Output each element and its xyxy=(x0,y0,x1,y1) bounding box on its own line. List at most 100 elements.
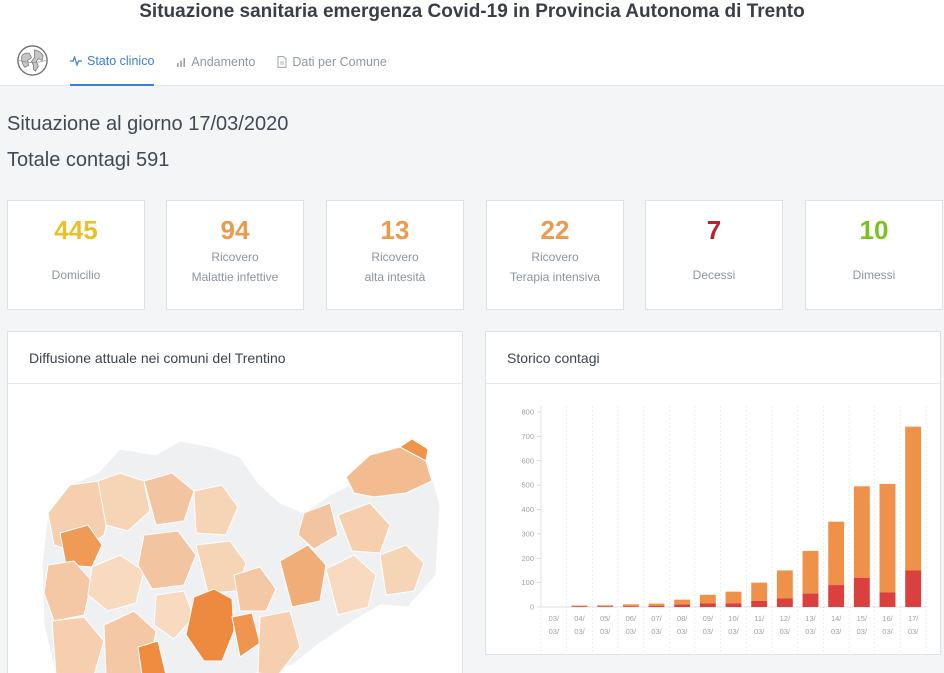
card-sublabel: Malattie infettive xyxy=(191,270,279,284)
bar-lower-segment xyxy=(776,598,793,607)
bar-upper-segment xyxy=(699,594,716,604)
x-tick-label-month: 03/ xyxy=(805,627,816,636)
bar-upper-segment xyxy=(776,570,793,599)
x-tick-label-month: 03/ xyxy=(574,627,585,636)
card-value: 94 xyxy=(220,215,250,245)
total-infections: Totale contagi 591 xyxy=(7,149,170,171)
y-tick-label: 300 xyxy=(521,529,534,538)
x-tick-label: 17/ xyxy=(908,614,919,623)
bar-upper-segment xyxy=(828,521,845,586)
x-tick-label: 06/ xyxy=(626,614,637,623)
document-icon xyxy=(277,56,287,68)
tab-label: Stato clinico xyxy=(87,54,155,68)
tab-bar: Stato clinico Andamento Dati per Comune xyxy=(70,38,409,86)
tab-andamento[interactable]: Andamento xyxy=(176,38,255,86)
card-decessi: 7 Decessi xyxy=(645,200,783,310)
card-value: 22 xyxy=(540,215,570,245)
card-label: Ricovero xyxy=(371,250,419,264)
bar-lower-segment xyxy=(699,603,716,607)
card-label: Decessi xyxy=(692,268,736,282)
y-tick-label: 400 xyxy=(521,505,534,514)
card-domicilio: 445 Domicilio xyxy=(7,200,145,310)
y-tick-label: 0 xyxy=(530,603,534,612)
storico-contagi-chart: 0 100 200 300 400 500 600 700 800 03/03/04/03/05/… xyxy=(521,406,927,655)
card-value: 10 xyxy=(859,215,889,245)
trentino-choropleth-map[interactable] xyxy=(8,385,462,673)
y-tick-label: 800 xyxy=(521,408,534,417)
chart-panel-title: Storico contagi xyxy=(486,332,940,384)
card-label: Dimessi xyxy=(852,268,896,282)
x-tick-label: 11/ xyxy=(754,614,765,623)
x-tick-label-month: 03/ xyxy=(703,627,714,636)
card-label: Ricovero xyxy=(531,250,579,264)
tab-stato-clinico[interactable]: Stato clinico xyxy=(70,38,155,86)
map-panel: Diffusione attuale nei comuni del Trenti… xyxy=(7,331,463,673)
bar-upper-segment xyxy=(622,604,639,607)
x-tick-label-month: 03/ xyxy=(651,627,662,636)
bar-upper-segment xyxy=(725,591,742,604)
card-sublabel: Terapia intensiva xyxy=(509,270,601,284)
y-tick-label: 100 xyxy=(521,578,534,587)
card-label: Domicilio xyxy=(51,268,101,282)
bar-chart-icon xyxy=(176,57,186,67)
x-tick-label-month: 03/ xyxy=(600,627,611,636)
x-tick-label-month: 03/ xyxy=(626,627,637,636)
bar-upper-segment xyxy=(571,605,588,607)
bar-upper-segment xyxy=(879,483,896,593)
bar-upper-segment xyxy=(674,599,691,605)
bar-upper-segment xyxy=(905,426,922,571)
y-tick-label: 500 xyxy=(521,481,534,490)
bar-upper-segment xyxy=(648,603,665,607)
x-tick-label: 03/ xyxy=(549,614,560,623)
bar-upper-segment xyxy=(751,582,768,601)
x-tick-label: 16/ xyxy=(882,614,893,623)
bar-lower-segment xyxy=(725,603,742,607)
card-value: 445 xyxy=(54,215,98,245)
activity-icon xyxy=(70,56,82,66)
situation-date: Situazione al giorno 17/03/2020 xyxy=(7,113,289,135)
bar-lower-segment xyxy=(648,606,665,607)
card-terapia-intensiva: 22 Ricovero Terapia intensiva xyxy=(486,200,624,310)
card-value: 7 xyxy=(706,215,722,245)
card-malattie-infettive: 94 Ricovero Malattie infettive xyxy=(166,200,304,310)
card-value: 13 xyxy=(380,215,410,245)
x-tick-label-month: 03/ xyxy=(831,627,842,636)
bar-lower-segment xyxy=(828,585,845,607)
x-tick-label-month: 03/ xyxy=(549,627,560,636)
card-sublabel: alta intesità xyxy=(364,270,426,284)
x-tick-label: 07/ xyxy=(651,614,662,623)
x-tick-label: 05/ xyxy=(600,614,611,623)
map-panel-title: Diffusione attuale nei comuni del Trenti… xyxy=(8,332,462,384)
x-tick-label-month: 03/ xyxy=(754,627,765,636)
x-tick-label: 14/ xyxy=(831,614,842,623)
x-tick-label-month: 03/ xyxy=(677,627,688,636)
x-tick-label-month: 03/ xyxy=(857,627,868,636)
card-dimessi: 10 Dimessi xyxy=(805,200,943,310)
bar-lower-segment xyxy=(802,593,819,607)
y-tick-label: 600 xyxy=(521,456,534,465)
x-tick-label: 09/ xyxy=(703,614,714,623)
bar-upper-segment xyxy=(853,486,870,578)
x-tick-label-month: 03/ xyxy=(728,627,739,636)
x-tick-label-month: 03/ xyxy=(780,627,791,636)
app-header: Situazione sanitaria emergenza Covid-19 … xyxy=(0,0,944,86)
bar-lower-segment xyxy=(853,577,870,607)
bar-lower-segment xyxy=(751,600,768,607)
x-tick-label-month: 03/ xyxy=(882,627,893,636)
globe-logo-icon[interactable] xyxy=(16,44,49,77)
x-tick-label: 13/ xyxy=(805,614,816,623)
x-tick-label: 12/ xyxy=(780,614,791,623)
bar-upper-segment xyxy=(597,605,614,607)
tab-dati-per-comune[interactable]: Dati per Comune xyxy=(277,38,387,86)
x-tick-label: 04/ xyxy=(574,614,585,623)
x-tick-label: 15/ xyxy=(857,614,868,623)
x-tick-label: 10/ xyxy=(728,614,739,623)
bar-upper-segment xyxy=(802,550,819,594)
bar-lower-segment xyxy=(674,604,691,607)
page-title: Situazione sanitaria emergenza Covid-19 … xyxy=(139,1,805,22)
x-tick-label: 08/ xyxy=(677,614,688,623)
card-label: Ricovero xyxy=(211,250,259,264)
tab-label: Andamento xyxy=(191,55,256,69)
y-tick-label: 700 xyxy=(521,432,534,441)
chart-panel: Storico contagi 0 100 200 300 400 500 600 700 80… xyxy=(485,331,941,655)
